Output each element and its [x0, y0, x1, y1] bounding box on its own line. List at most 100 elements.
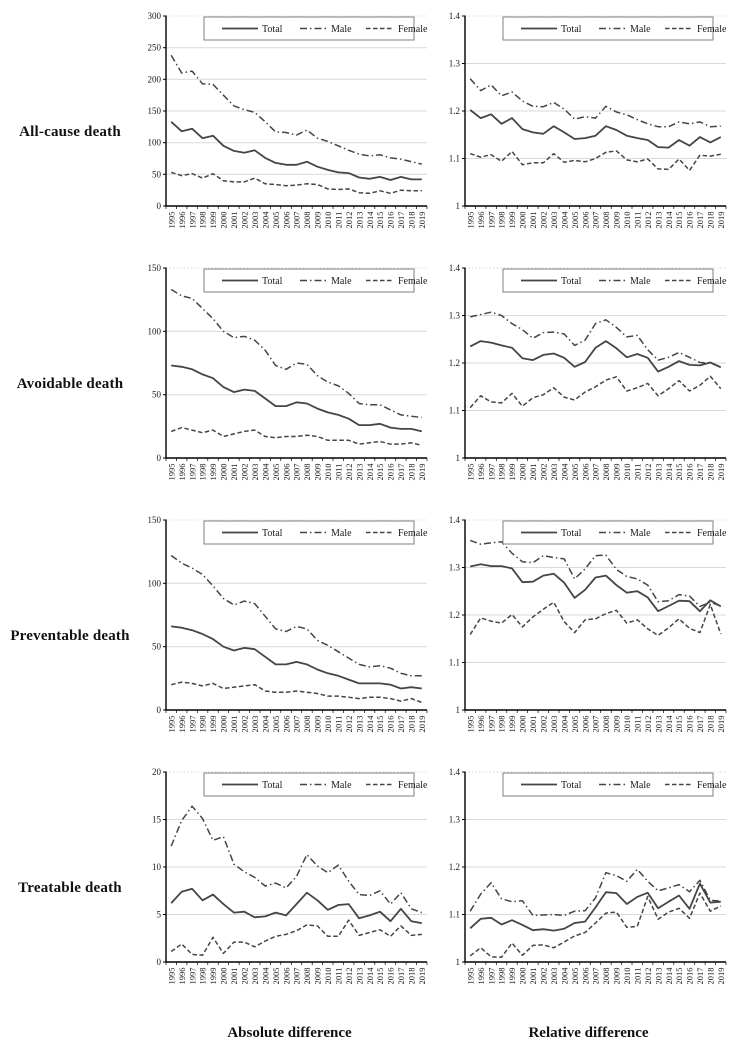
svg-text:2008: 2008	[302, 716, 312, 733]
column-label-absolute-difference: Absolute difference	[227, 1025, 352, 1041]
svg-text:2010: 2010	[622, 464, 632, 481]
svg-text:300: 300	[148, 11, 162, 21]
svg-text:2014: 2014	[365, 463, 375, 481]
svg-text:1998: 1998	[497, 716, 507, 733]
svg-text:Total: Total	[561, 276, 582, 287]
svg-text:100: 100	[148, 578, 162, 588]
svg-text:1.3: 1.3	[449, 563, 461, 573]
svg-text:2006: 2006	[580, 212, 590, 229]
svg-text:2003: 2003	[549, 464, 559, 481]
svg-text:2011: 2011	[633, 968, 643, 985]
svg-text:1997: 1997	[187, 212, 197, 229]
svg-text:2016: 2016	[386, 212, 396, 229]
svg-text:1999: 1999	[208, 212, 218, 229]
svg-text:2017: 2017	[695, 212, 705, 229]
svg-text:2013: 2013	[354, 212, 364, 229]
svg-text:1998: 1998	[198, 716, 208, 733]
svg-text:2012: 2012	[643, 464, 653, 481]
svg-text:1995: 1995	[465, 968, 475, 985]
svg-text:2016: 2016	[685, 212, 695, 229]
svg-text:2006: 2006	[580, 464, 590, 481]
svg-text:2012: 2012	[344, 212, 354, 229]
svg-text:2000: 2000	[518, 968, 528, 985]
svg-text:2013: 2013	[354, 464, 364, 481]
svg-text:2002: 2002	[539, 716, 549, 733]
svg-text:Total: Total	[262, 528, 283, 539]
svg-text:2015: 2015	[375, 212, 385, 229]
svg-text:2001: 2001	[528, 716, 538, 733]
svg-text:1.1: 1.1	[449, 910, 460, 920]
row-label-preventable-death: Preventable death	[10, 627, 130, 644]
svg-text:2001: 2001	[528, 968, 538, 985]
svg-text:2006: 2006	[281, 968, 291, 985]
svg-text:1998: 1998	[198, 968, 208, 985]
svg-text:Total: Total	[561, 24, 582, 35]
svg-text:2006: 2006	[281, 464, 291, 481]
svg-text:1.2: 1.2	[449, 106, 460, 116]
svg-text:150: 150	[148, 106, 162, 116]
figure-row-avoidable: Avoidable death 0 50 100 150 1995 1996 1997 199…	[0, 258, 738, 510]
svg-text:2015: 2015	[674, 716, 684, 733]
svg-text:0: 0	[157, 201, 162, 211]
svg-text:1.1: 1.1	[449, 154, 460, 164]
svg-text:1995: 1995	[166, 968, 176, 985]
svg-text:1.2: 1.2	[449, 610, 460, 620]
svg-text:2008: 2008	[601, 212, 611, 229]
svg-text:2016: 2016	[386, 968, 396, 985]
svg-text:2014: 2014	[365, 211, 375, 229]
svg-text:2019: 2019	[417, 464, 427, 481]
svg-text:2001: 2001	[229, 212, 239, 229]
svg-text:2001: 2001	[528, 212, 538, 229]
svg-text:2004: 2004	[260, 211, 270, 229]
svg-text:2019: 2019	[417, 968, 427, 985]
svg-text:1.4: 1.4	[449, 263, 461, 273]
svg-text:2004: 2004	[260, 463, 270, 481]
svg-text:2013: 2013	[653, 968, 663, 985]
svg-text:2002: 2002	[539, 212, 549, 229]
svg-text:2012: 2012	[643, 716, 653, 733]
svg-text:2011: 2011	[334, 968, 344, 985]
svg-text:2016: 2016	[386, 464, 396, 481]
svg-text:1999: 1999	[507, 968, 517, 985]
svg-text:2010: 2010	[622, 968, 632, 985]
svg-text:2008: 2008	[302, 968, 312, 985]
svg-text:2010: 2010	[323, 464, 333, 481]
svg-text:2013: 2013	[653, 716, 663, 733]
svg-text:2011: 2011	[334, 212, 344, 229]
svg-text:2019: 2019	[716, 464, 726, 481]
svg-text:1997: 1997	[486, 968, 496, 985]
svg-text:2008: 2008	[601, 464, 611, 481]
svg-text:1999: 1999	[507, 716, 517, 733]
svg-text:2011: 2011	[334, 464, 344, 481]
svg-text:50: 50	[152, 169, 162, 179]
svg-text:Female: Female	[697, 780, 727, 791]
svg-text:2012: 2012	[643, 968, 653, 985]
svg-text:2007: 2007	[591, 464, 601, 481]
svg-text:150: 150	[148, 263, 162, 273]
svg-text:1997: 1997	[486, 212, 496, 229]
svg-text:2005: 2005	[570, 968, 580, 985]
svg-text:1.2: 1.2	[449, 358, 460, 368]
svg-text:150: 150	[148, 515, 162, 525]
svg-text:2005: 2005	[570, 212, 580, 229]
svg-text:2015: 2015	[674, 464, 684, 481]
svg-text:2010: 2010	[323, 968, 333, 985]
svg-text:1.3: 1.3	[449, 815, 461, 825]
svg-text:2007: 2007	[292, 464, 302, 481]
svg-text:2012: 2012	[643, 212, 653, 229]
svg-text:2001: 2001	[229, 464, 239, 481]
svg-text:2003: 2003	[549, 716, 559, 733]
svg-text:2017: 2017	[695, 968, 705, 985]
svg-text:1997: 1997	[486, 716, 496, 733]
svg-text:1.3: 1.3	[449, 59, 461, 69]
column-label-relative-difference: Relative difference	[528, 1025, 649, 1041]
svg-text:2008: 2008	[601, 716, 611, 733]
svg-text:1996: 1996	[476, 968, 486, 985]
svg-text:1996: 1996	[177, 716, 187, 733]
svg-text:2002: 2002	[240, 968, 250, 985]
svg-text:2014: 2014	[365, 967, 375, 985]
